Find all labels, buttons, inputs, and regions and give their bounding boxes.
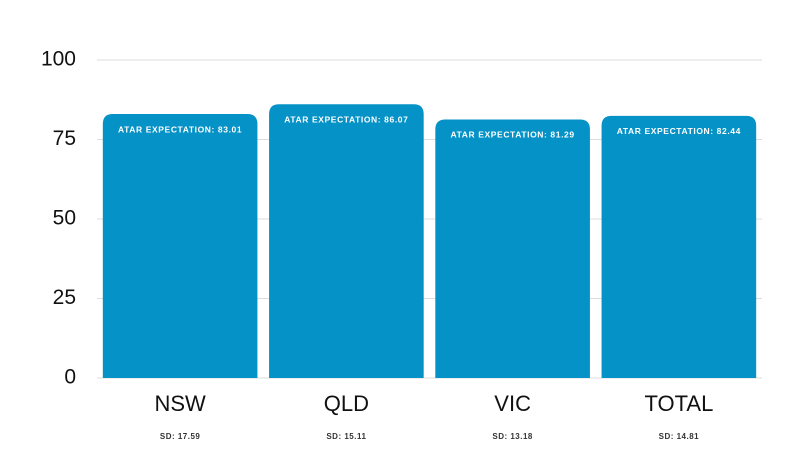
sd-label: SD: 14.81: [659, 432, 700, 441]
bar: [102, 114, 258, 378]
sd-label: SD: 17.59: [160, 432, 201, 441]
x-tick-label: VIC: [494, 391, 531, 416]
y-tick-label: 100: [41, 48, 76, 71]
x-tick-label: QLD: [324, 391, 369, 416]
y-tick-label: 50: [53, 207, 76, 230]
bar: [435, 119, 590, 378]
sd-label: SD: 13.18: [492, 432, 533, 441]
bar: [601, 115, 757, 379]
value-label: ATAR EXPECTATION: 82.44: [617, 126, 741, 136]
y-tick-label: 25: [53, 286, 76, 309]
value-label: ATAR EXPECTATION: 86.07: [284, 115, 408, 125]
sd-label: SD: 15.11: [326, 432, 366, 441]
bar: [269, 104, 424, 379]
value-label: ATAR EXPECTATION: 83.01: [118, 124, 242, 134]
y-tick-label: 0: [64, 366, 76, 389]
x-tick-label: NSW: [154, 391, 206, 416]
x-tick-label: TOTAL: [644, 391, 713, 416]
value-label: ATAR EXPECTATION: 81.29: [451, 130, 575, 140]
y-tick-label: 75: [53, 127, 76, 150]
